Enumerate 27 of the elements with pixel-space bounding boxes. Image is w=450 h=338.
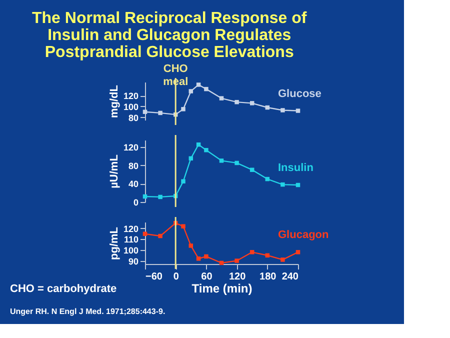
x-tick-label: 120 [228, 272, 246, 282]
y-axis-title: µU/mL [108, 154, 120, 188]
y-tick-label: 80 [128, 112, 138, 123]
y-tick-label: 0 [133, 198, 138, 208]
x-axis-title: Time (min) [192, 282, 252, 296]
y-tick-label: 120 [123, 224, 138, 234]
text: Unger RH. N Engl J Med. 1971;285:443-9. [10, 307, 166, 316]
series-label: Glucagon [278, 229, 330, 242]
x-tick-label: 0 [173, 272, 180, 282]
y-axis-title: pg/mL [108, 226, 120, 260]
y-tick-label: 120 [123, 142, 138, 152]
series-label: Glucose [278, 88, 322, 100]
chart-title: The Normal Reciprocal Response of Insulin and Glucagon Regulates Postprandial Glucose Elevations [32, 10, 308, 61]
x-tick-label: −60 [146, 272, 163, 282]
x-tick-label: 60 [201, 272, 213, 282]
text: CHO = carbohydrate [10, 283, 117, 295]
y-axis-title: mg/dL [108, 84, 120, 118]
y-tick-label: 100 [123, 246, 138, 256]
x-tick-label: 180 [260, 272, 277, 282]
y-tick-label: 110 [124, 234, 138, 245]
y-tick-label: 120 [123, 91, 138, 102]
x-tick-label: 240 [282, 272, 299, 282]
y-tick-label: 100 [123, 102, 138, 112]
y-tick-label: 90 [128, 256, 138, 266]
y-tick-label: 40 [128, 179, 138, 190]
y-tick-label: 80 [128, 160, 138, 171]
series-label: Insulin [278, 162, 314, 174]
